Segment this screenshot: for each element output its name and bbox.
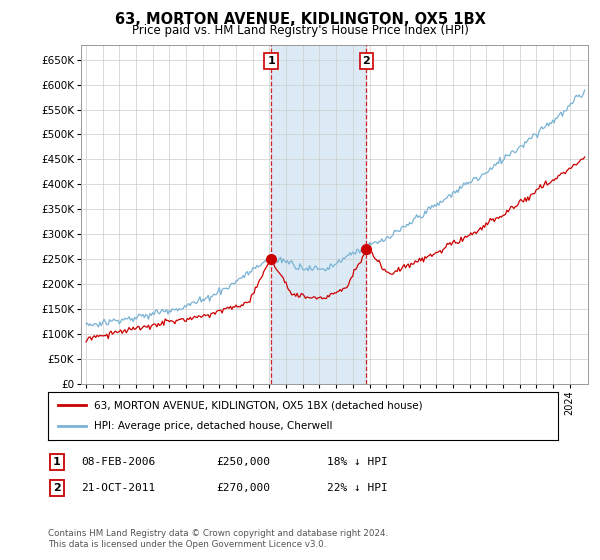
Text: 63, MORTON AVENUE, KIDLINGTON, OX5 1BX (detached house): 63, MORTON AVENUE, KIDLINGTON, OX5 1BX (…	[94, 400, 422, 410]
Text: 63, MORTON AVENUE, KIDLINGTON, OX5 1BX: 63, MORTON AVENUE, KIDLINGTON, OX5 1BX	[115, 12, 485, 27]
Text: 21-OCT-2011: 21-OCT-2011	[81, 483, 155, 493]
Text: 18% ↓ HPI: 18% ↓ HPI	[327, 457, 388, 467]
Text: 08-FEB-2006: 08-FEB-2006	[81, 457, 155, 467]
Text: 1: 1	[267, 56, 275, 66]
Text: 2: 2	[362, 56, 370, 66]
Text: Price paid vs. HM Land Registry's House Price Index (HPI): Price paid vs. HM Land Registry's House …	[131, 24, 469, 36]
Text: £270,000: £270,000	[216, 483, 270, 493]
Text: £250,000: £250,000	[216, 457, 270, 467]
Text: 1: 1	[53, 457, 61, 467]
Text: 2: 2	[53, 483, 61, 493]
Text: HPI: Average price, detached house, Cherwell: HPI: Average price, detached house, Cher…	[94, 421, 332, 431]
Bar	[271, 45, 366, 384]
Text: 22% ↓ HPI: 22% ↓ HPI	[327, 483, 388, 493]
Text: Contains HM Land Registry data © Crown copyright and database right 2024.
This d: Contains HM Land Registry data © Crown c…	[48, 529, 388, 549]
